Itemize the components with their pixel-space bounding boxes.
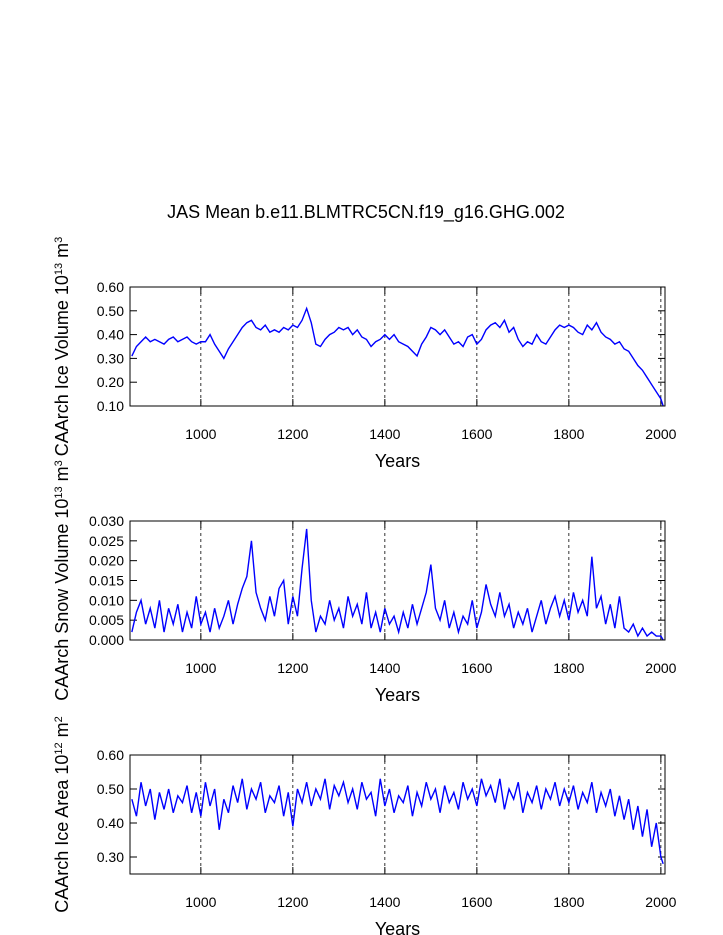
chart-title: JAS Mean b.e11.BLMTRC5CN.f19_g16.GHG.002 xyxy=(167,202,565,223)
y-axis-label-part: CAArch Snow Volume 10 xyxy=(52,499,72,701)
y-tick-label: 0.005 xyxy=(89,612,124,628)
y-axis-label: CAArch Ice Area 1012 m2 xyxy=(52,716,72,912)
y-tick-label: 0.010 xyxy=(89,592,124,608)
y-tick-label: 0.030 xyxy=(89,513,124,529)
x-tick-label: 1000 xyxy=(185,894,216,910)
x-axis-label: Years xyxy=(375,685,420,705)
y-axis-label-part: 2 xyxy=(53,716,65,722)
y-tick-label: 0.40 xyxy=(97,815,124,831)
y-axis-label-part: m xyxy=(52,722,72,742)
x-tick-label: 1800 xyxy=(553,426,584,442)
x-tick-label: 1600 xyxy=(461,660,492,676)
x-tick-label: 2000 xyxy=(645,426,676,442)
y-tick-label: 0.50 xyxy=(97,303,124,319)
y-axis-label-part: CAArch Ice Volume 10 xyxy=(52,275,72,456)
x-tick-label: 1400 xyxy=(369,894,400,910)
y-axis-label: CAArch Ice Volume 1013 m3 xyxy=(52,237,72,456)
y-tick-label: 0.10 xyxy=(97,398,124,414)
y-tick-label: 0.40 xyxy=(97,327,124,343)
y-tick-label: 0.60 xyxy=(97,747,124,763)
x-tick-label: 1400 xyxy=(369,426,400,442)
x-tick-label: 1000 xyxy=(185,660,216,676)
y-tick-label: 0.50 xyxy=(97,781,124,797)
y-tick-label: 0.20 xyxy=(97,374,124,390)
x-tick-label: 2000 xyxy=(645,894,676,910)
x-tick-label: 1200 xyxy=(277,426,308,442)
y-axis-label-part: 12 xyxy=(53,742,65,754)
y-tick-label: 0.025 xyxy=(89,533,124,549)
y-tick-label: 0.020 xyxy=(89,553,124,569)
x-tick-label: 1400 xyxy=(369,660,400,676)
y-tick-label: 0.30 xyxy=(97,849,124,865)
y-axis-label: CAArch Snow Volume 1013 m3 xyxy=(52,460,72,700)
plot-frame xyxy=(129,520,666,641)
y-axis-label-part: m xyxy=(52,466,72,486)
x-tick-label: 1200 xyxy=(277,894,308,910)
x-tick-label: 1600 xyxy=(461,894,492,910)
y-tick-label: 0.015 xyxy=(89,573,124,589)
data-line xyxy=(131,528,664,641)
x-tick-label: 1200 xyxy=(277,660,308,676)
x-axis-label: Years xyxy=(375,919,420,935)
x-tick-label: 1800 xyxy=(553,660,584,676)
y-tick-label: 0.60 xyxy=(97,279,124,295)
x-tick-label: 1600 xyxy=(461,426,492,442)
y-axis-label-part: 3 xyxy=(53,460,65,466)
y-tick-label: 0.30 xyxy=(97,350,124,366)
x-axis-label: Years xyxy=(375,451,420,471)
data-line xyxy=(131,778,664,865)
x-tick-label: 2000 xyxy=(645,660,676,676)
x-tick-label: 1000 xyxy=(185,426,216,442)
y-axis-label-part: 13 xyxy=(53,263,65,275)
plot-frame xyxy=(129,286,666,407)
y-tick-label: 0.000 xyxy=(89,632,124,648)
y-axis-label-part: m xyxy=(52,243,72,263)
y-axis-label-part: 3 xyxy=(53,237,65,243)
y-axis-label-part: CAArch Ice Area 10 xyxy=(52,755,72,913)
x-tick-label: 1800 xyxy=(553,894,584,910)
data-line xyxy=(131,306,664,407)
plot-frame xyxy=(129,754,666,875)
y-axis-label-part: 13 xyxy=(53,486,65,498)
